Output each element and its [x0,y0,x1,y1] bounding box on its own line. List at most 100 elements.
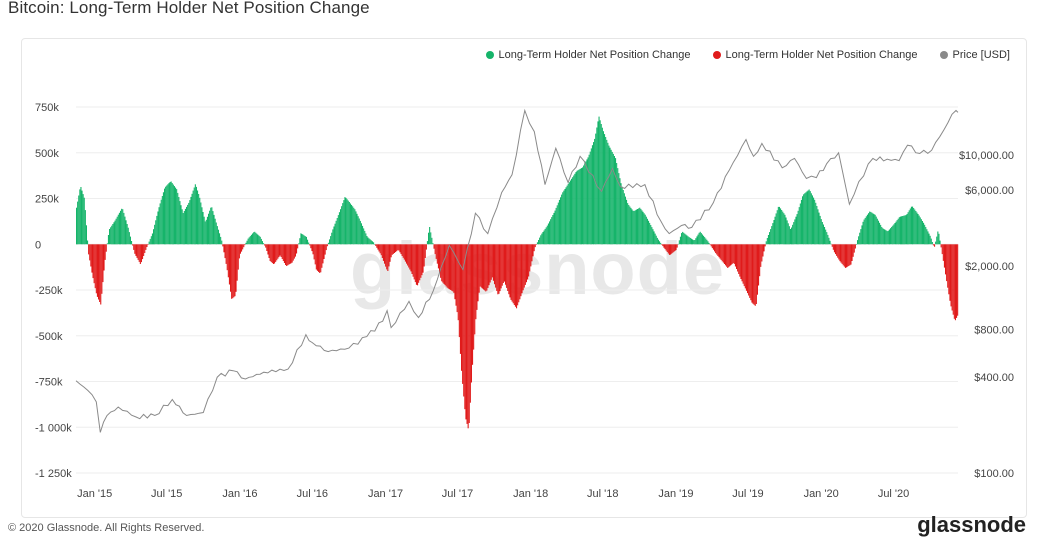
bar-positive [904,215,906,245]
bar-positive [822,224,824,245]
bar-positive [610,149,612,245]
legend-item-negative[interactable]: Long-Term Holder Net Position Change [712,49,918,61]
bar-positive [153,229,155,245]
y-axis-right: $10,000.00 $6,000.00 $2,000.00 $800.00 $400.… [959,150,1014,480]
bar-positive [601,127,603,245]
bar-negative [450,244,452,290]
bar-negative [290,244,292,264]
bar-positive [641,210,643,245]
bar-positive [112,224,114,245]
bar-positive [546,225,548,245]
bar-negative [318,244,320,272]
bar-positive [883,229,885,245]
bar-negative [481,244,483,289]
bar-negative [523,244,525,288]
bar-positive [820,219,822,245]
bar-negative [320,244,322,273]
legend: Long-Term Holder Net Position Change Lon… [485,49,1010,61]
bar-negative [723,244,725,264]
bar-positive [882,228,884,245]
bar-negative [322,244,324,264]
bar-positive [206,216,208,245]
bar-negative [838,244,840,260]
bar-negative [100,244,102,305]
bar-negative [447,244,449,289]
bar-positive [129,236,131,245]
legend-item-price[interactable]: Price [USD] [939,49,1010,61]
bar-negative [381,244,383,258]
bar-positive [873,214,875,245]
bar-negative [275,244,277,262]
bar-positive [595,133,597,245]
bar-positive [126,224,128,245]
bar-positive [872,213,874,245]
bar-negative [457,244,459,321]
bar-positive [799,203,801,245]
bar-positive [780,208,782,245]
bar-positive [576,170,578,245]
bar-negative [315,244,317,270]
bar-positive [258,235,260,245]
bar-positive [907,212,909,245]
bar-negative [451,244,453,291]
bar-negative [502,244,504,283]
bar-positive [197,190,199,245]
bar-positive [654,233,656,245]
bar-positive [781,210,783,245]
bar-negative [485,244,487,292]
bar-negative [407,244,409,266]
bar-negative [736,244,738,269]
bar-negative [103,244,105,271]
bar-positive [210,207,212,245]
bar-negative [749,244,751,298]
bar-negative [495,244,497,288]
bar-negative [947,244,949,288]
bar-negative [499,244,501,292]
bar-negative [833,244,835,253]
bar-negative [417,244,419,286]
bar-negative [395,244,397,253]
bar-negative [503,244,505,282]
bar-positive [791,227,793,245]
bar-negative [225,244,227,264]
bar-negative [276,244,278,261]
bar-positive [864,217,866,245]
bar-positive [78,195,80,245]
bar-positive [807,190,809,245]
bar-positive [113,222,115,245]
bar-positive [775,213,777,245]
bar-negative [265,244,267,248]
bar-negative [402,244,404,258]
bar-positive [342,203,344,245]
bar-positive [148,241,150,245]
bar-positive [657,239,659,245]
bar-negative [137,244,139,260]
bar-positive [542,232,544,245]
bar-positive [613,156,615,245]
bar-positive [107,235,109,245]
bar-positive [579,168,581,245]
bar-positive [804,193,806,245]
bar-negative [266,244,268,251]
bar-positive [813,197,815,245]
bar-positive [582,167,584,245]
bar-negative [443,244,445,284]
legend-item-positive[interactable]: Long-Term Holder Net Position Change [485,49,691,61]
bar-negative [745,244,747,291]
bar-negative [223,244,225,253]
bar-positive [202,212,204,245]
bar-positive [795,216,797,245]
bar-positive [699,231,701,245]
bar-positive [635,209,637,245]
bar-positive [682,231,684,245]
bar-positive [217,229,219,245]
bar-negative [474,244,476,335]
bar-negative [385,244,387,267]
bar-positive [929,235,931,245]
bar-positive [902,216,904,245]
bar-positive [246,240,248,245]
bar-positive [304,236,306,245]
bar-positive [245,242,247,245]
bar-negative [763,244,765,252]
bar-positive [257,234,259,245]
